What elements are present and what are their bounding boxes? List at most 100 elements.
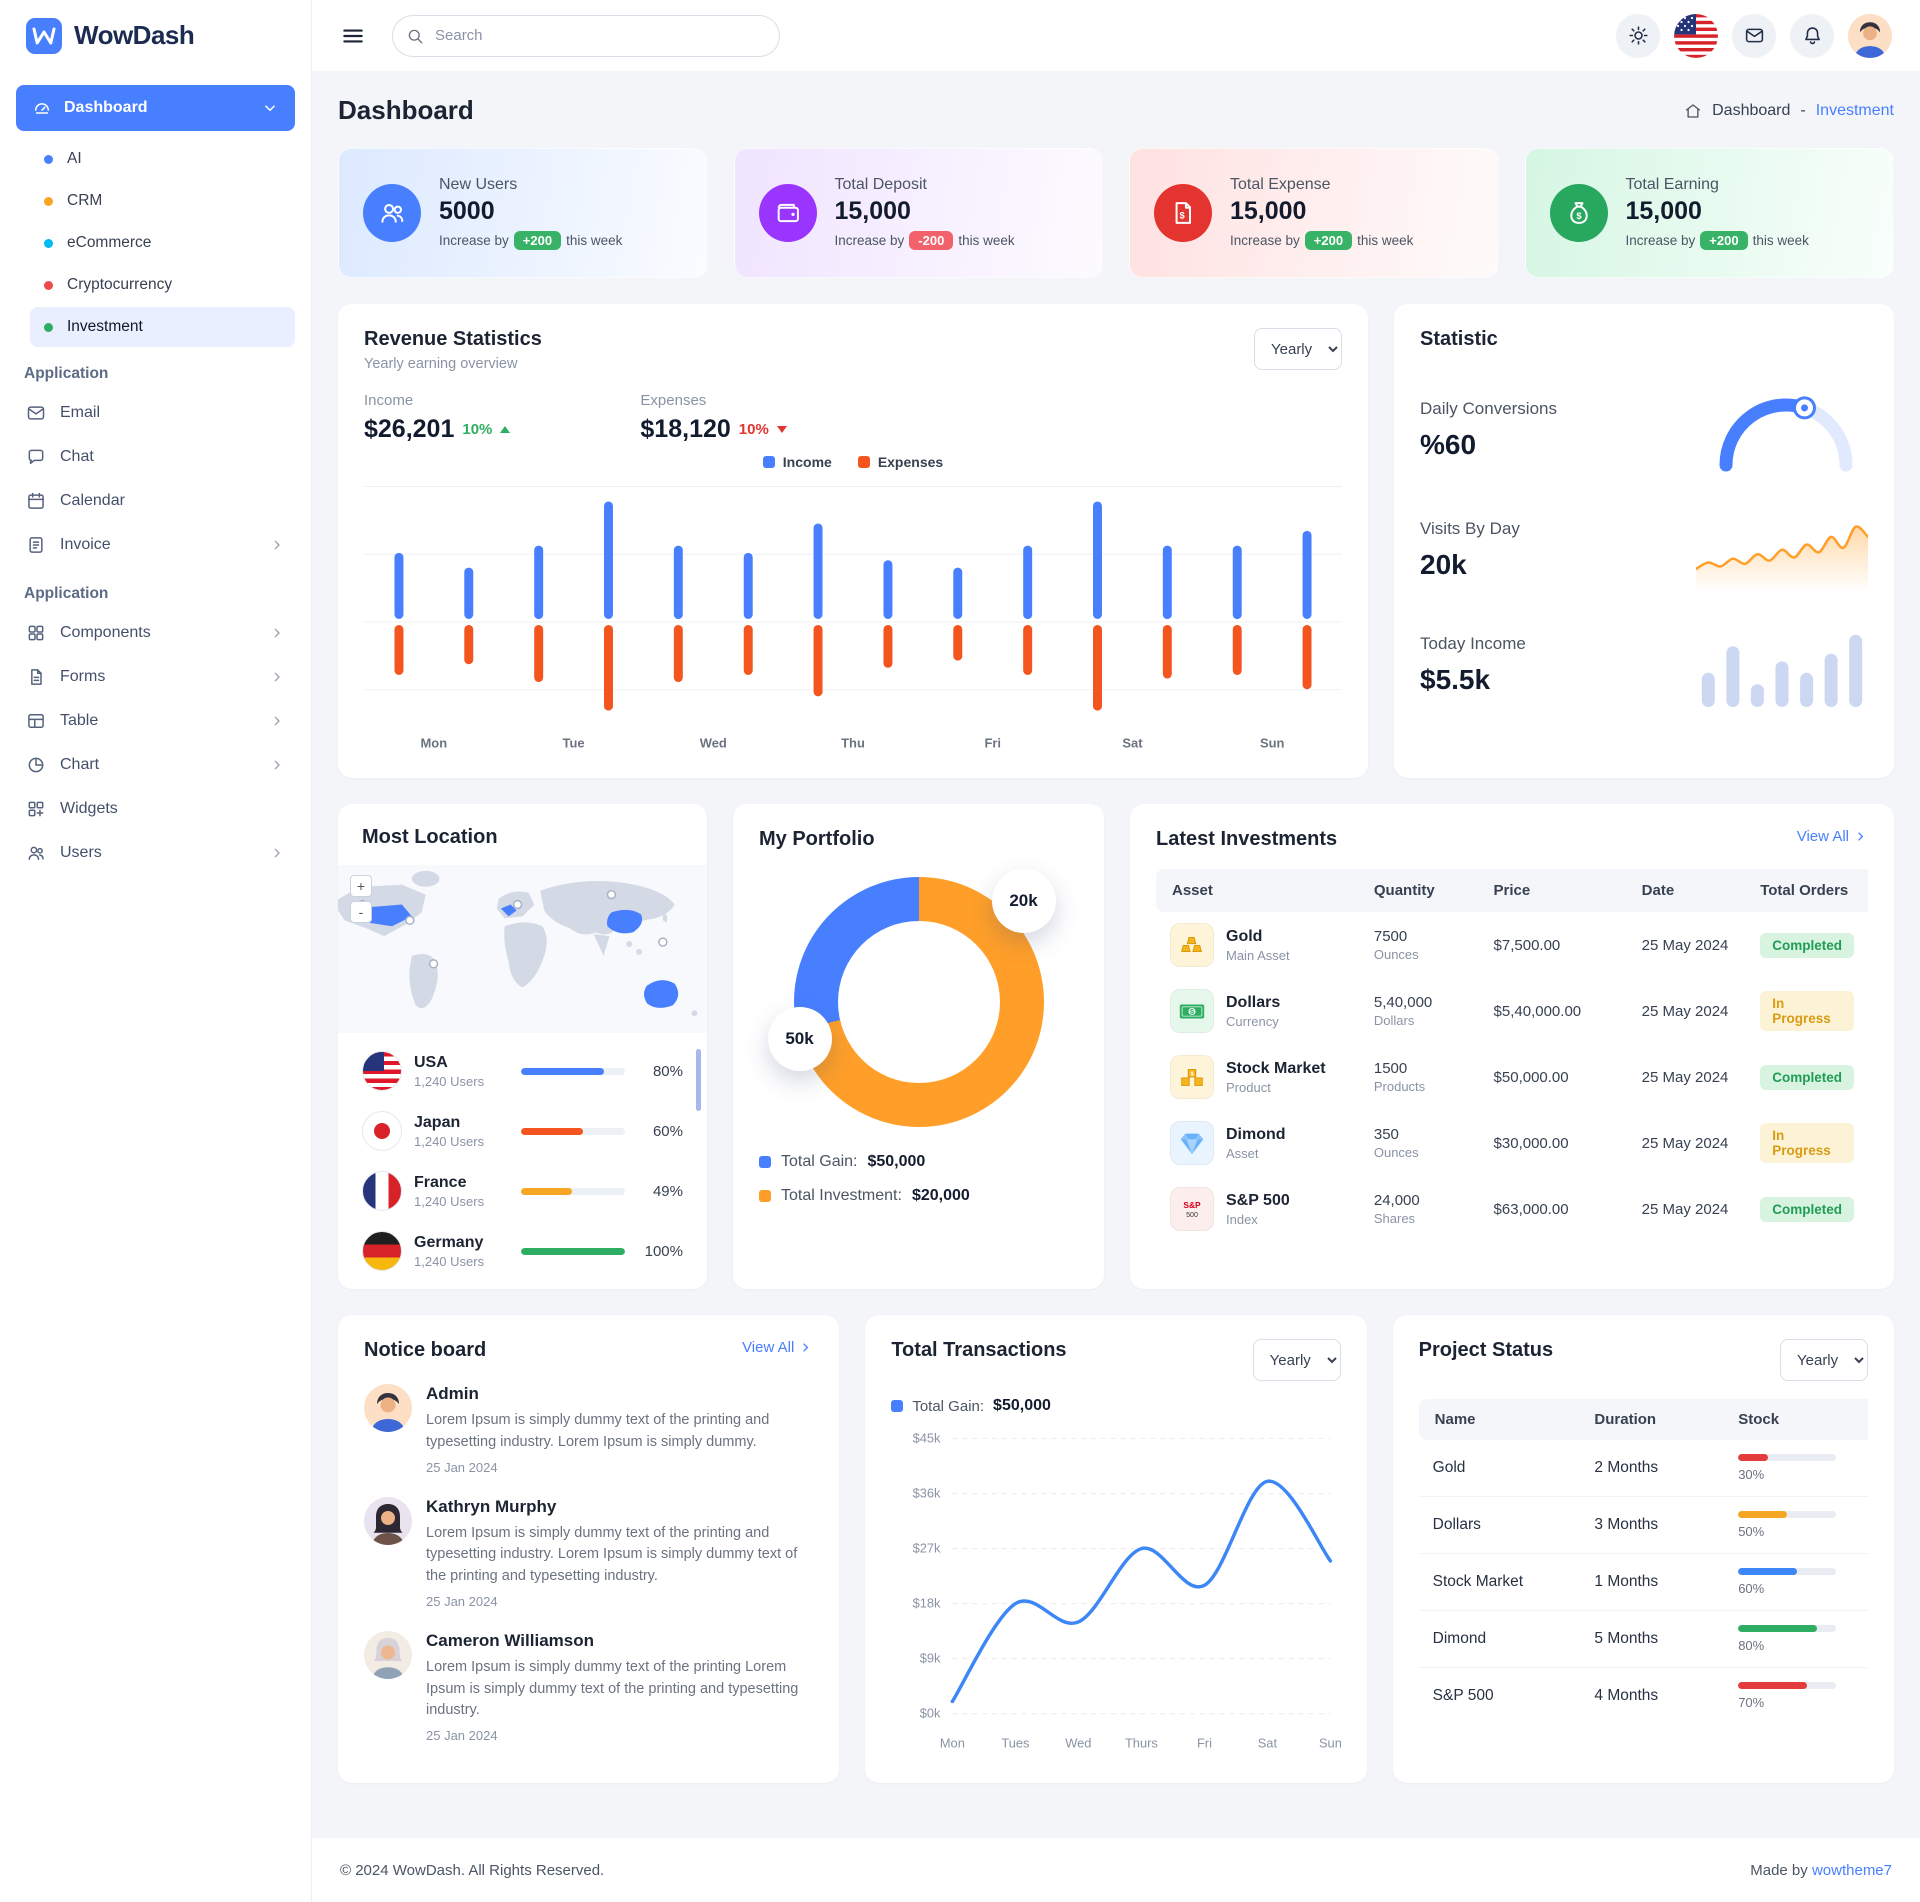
investments-table: Asset Quantity Price Date Total Orders Gold M…	[1156, 869, 1868, 1242]
svg-text:$9k: $9k	[920, 1651, 941, 1666]
avatar	[364, 1631, 412, 1679]
stat-value: 15,000	[834, 197, 911, 225]
stock-progress	[1738, 1568, 1837, 1575]
page-title: Dashboard	[338, 95, 474, 125]
revenue-period-select[interactable]: Yearly	[1254, 328, 1342, 370]
search-box	[392, 14, 780, 57]
project-status-table: Name Duration Stock Gold 2 Months 30%	[1418, 1399, 1868, 1724]
sidebar-item[interactable]: Components	[12, 611, 299, 655]
svg-text:Mon: Mon	[940, 1735, 965, 1750]
stock-progress	[1738, 1454, 1837, 1461]
revenue-metric: Expenses $18,120 10%	[640, 392, 787, 444]
asset-name: Gold	[1226, 927, 1263, 945]
sidebar-subitem[interactable]: Cryptocurrency	[30, 265, 295, 305]
transactions-period-select[interactable]: Yearly	[1252, 1339, 1341, 1381]
asset-unit: Dollars	[1373, 1013, 1415, 1028]
breadcrumb-home[interactable]: Dashboard	[1712, 101, 1791, 119]
map-zoom-out-button[interactable]: -	[350, 901, 372, 923]
brand-link[interactable]: wowtheme7	[1811, 1861, 1892, 1879]
notifications-button[interactable]	[1790, 13, 1834, 58]
table-row: Dollars Currency 5,40,000 Dollars $5,40,00…	[1156, 978, 1868, 1044]
sidebar-subitem[interactable]: CRM	[30, 181, 295, 221]
transactions-line-chart: $45k $36k $27k $18k $9k $0k Mon Tues Wed Thurs Fri…	[913, 1431, 1341, 1751]
notice-author: Kathryn Murphy	[426, 1496, 557, 1516]
bullet-dot-icon	[44, 322, 53, 332]
sidebar-subitem[interactable]: Investment	[30, 307, 295, 347]
sidebar-subitem[interactable]: eCommerce	[30, 223, 295, 263]
sidebar-item[interactable]: Forms	[12, 655, 299, 699]
svg-text:Sun: Sun	[1319, 1735, 1340, 1750]
sidebar-item[interactable]: Table	[12, 699, 299, 743]
asset-date: 25 May 2024	[1641, 936, 1729, 954]
metric-label: Expenses	[640, 392, 707, 409]
sidebar-item[interactable]: Invoice	[12, 523, 299, 567]
sidebar-item[interactable]: Chart	[12, 743, 299, 787]
search-input[interactable]	[392, 14, 780, 57]
sidebar-item[interactable]: Users	[12, 831, 299, 875]
country-name: USA	[414, 1053, 448, 1071]
stat-label: New Users	[439, 176, 518, 193]
wowdash-logo-icon	[24, 16, 64, 56]
status-badge: Completed	[1760, 932, 1854, 958]
card-title: Most Location	[362, 826, 498, 848]
sidebar-item[interactable]: Calendar	[12, 479, 299, 523]
card-title: Notice board	[364, 1339, 487, 1361]
notice-item: Cameron Williamson Lorem Ipsum is simply…	[364, 1630, 813, 1743]
sidebar-subitem[interactable]: AI	[30, 139, 295, 179]
view-all-link[interactable]: View All	[1797, 828, 1868, 845]
menu-item-icon	[26, 623, 46, 643]
change-badge: -200	[909, 231, 954, 250]
card-title: Statistic	[1420, 328, 1498, 350]
sidebar-item-label: Table	[60, 712, 99, 729]
svg-text:$45k: $45k	[913, 1431, 941, 1446]
sidebar: WowDash Dashboard AI CRM eComm	[0, 0, 312, 1902]
stat-card: Total Expense 15,000 Increase by +200 this…	[1129, 148, 1499, 278]
project-period-select[interactable]: Yearly	[1780, 1339, 1868, 1381]
legend-value: $50,000	[993, 1397, 1051, 1414]
project-name: Dimond	[1418, 1610, 1581, 1667]
svg-text:Tue: Tue	[563, 735, 585, 750]
sidebar-section-title: Application	[24, 585, 109, 602]
stat-row-label: Visits By Day	[1420, 519, 1520, 538]
stat-row-value: 20k	[1420, 549, 1467, 580]
stat-subtext: Increase by +200 this week	[1625, 231, 1809, 250]
sidebar-toggle-button[interactable]	[340, 23, 366, 49]
flag-icon	[362, 1231, 402, 1271]
country-users: 1,240 Users	[414, 1193, 485, 1209]
map-zoom-in-button[interactable]: +	[350, 875, 372, 897]
asset-quantity: 1500	[1373, 1060, 1408, 1077]
legend-swatch	[762, 456, 775, 468]
messages-button[interactable]	[1732, 13, 1776, 58]
profile-avatar[interactable]	[1848, 13, 1892, 58]
asset-type: Currency	[1226, 1013, 1279, 1029]
asset-unit: Ounces	[1373, 947, 1419, 962]
country-list: USA 1,240 Users 80% Japan 1,240 Users	[338, 1033, 707, 1281]
bullet-dot-icon	[44, 196, 53, 206]
theme-toggle-button[interactable]	[1616, 13, 1660, 58]
mail-icon	[1744, 25, 1765, 46]
logo[interactable]: WowDash	[0, 0, 311, 71]
view-all-link[interactable]: View All	[742, 1339, 813, 1356]
metric-change: 10%	[738, 421, 769, 438]
country-row: France 1,240 Users 49%	[362, 1161, 683, 1221]
sidebar-item-label: Forms	[60, 668, 106, 685]
table-column-header: Date	[1627, 869, 1747, 912]
project-name: S&P 500	[1418, 1667, 1581, 1724]
sidebar-item[interactable]: Chat	[12, 435, 299, 479]
sidebar-item-label: Calendar	[60, 492, 125, 509]
visits-sparkline	[1696, 525, 1868, 591]
scrollbar[interactable]	[696, 1049, 701, 1111]
chevron-right-icon	[269, 845, 285, 861]
language-button[interactable]	[1674, 13, 1718, 58]
chevron-right-icon	[1853, 829, 1868, 844]
sidebar-item-dashboard[interactable]: Dashboard	[16, 85, 295, 131]
sidebar-item[interactable]: Email	[12, 391, 299, 435]
project-duration: 4 Months	[1580, 1667, 1725, 1724]
table-column-header: Asset	[1156, 869, 1360, 912]
project-duration: 2 Months	[1594, 1459, 1659, 1476]
stat-label: Total Expense	[1230, 176, 1331, 193]
sidebar-item[interactable]: Widgets	[12, 787, 299, 831]
sidebar-subitem-label: eCommerce	[67, 234, 152, 251]
sidebar-item-label: Invoice	[60, 536, 111, 553]
table-row: Stock Market Product 1500 Products $50,000…	[1156, 1044, 1868, 1110]
